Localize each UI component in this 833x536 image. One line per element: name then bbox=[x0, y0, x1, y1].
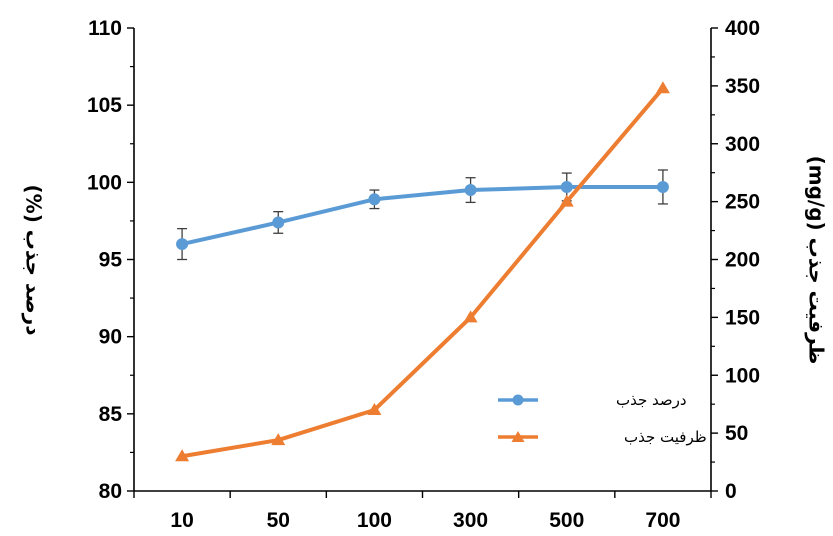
data-point bbox=[560, 180, 573, 193]
data-point bbox=[656, 180, 669, 193]
series-layer bbox=[175, 81, 670, 462]
data-point bbox=[175, 449, 190, 462]
right-tick-label: 400 bbox=[725, 17, 760, 40]
legend-marker-2 bbox=[511, 431, 525, 442]
x-tick-label: 10 bbox=[170, 509, 193, 532]
data-point bbox=[367, 402, 382, 415]
series-line-2 bbox=[181, 86, 665, 459]
right-axis-title: ظرفیت جذب (mg/g) bbox=[805, 156, 829, 365]
left-axis-title: درصد جذب (%) bbox=[22, 185, 46, 336]
left-tick-label: 90 bbox=[99, 326, 122, 349]
right-axis-ticks: 0 50 100 150 200 250 300 350 400 bbox=[711, 17, 760, 503]
legend-marker-1 bbox=[512, 394, 524, 406]
right-tick-label: 350 bbox=[725, 75, 760, 98]
right-tick-label: 300 bbox=[725, 133, 760, 156]
data-point bbox=[559, 194, 574, 207]
series-1 bbox=[176, 169, 669, 261]
left-tick-label: 95 bbox=[99, 249, 123, 272]
right-tick-label: 0 bbox=[725, 480, 737, 503]
plot-area bbox=[133, 28, 712, 492]
data-point bbox=[464, 184, 477, 197]
left-axis-title-group: درصد جذب (%) bbox=[22, 185, 46, 336]
right-tick-label: 200 bbox=[725, 249, 760, 272]
x-axis-ticks: 10 50 100 300 500 700 bbox=[133, 491, 712, 532]
data-point bbox=[655, 81, 670, 94]
x-tick-label: 50 bbox=[267, 509, 290, 532]
data-point bbox=[272, 216, 285, 229]
x-tick-label: 500 bbox=[549, 509, 584, 532]
left-tick-label: 110 bbox=[88, 17, 122, 40]
data-point bbox=[463, 310, 478, 323]
left-tick-label: 85 bbox=[99, 403, 123, 426]
left-tick-label: 100 bbox=[87, 171, 122, 194]
series-line-1 bbox=[181, 184, 663, 247]
legend: درصد جذب ظرفیت جذب bbox=[498, 391, 707, 446]
legend-entry-2: ظرفیت جذب bbox=[498, 428, 707, 446]
data-point bbox=[271, 433, 286, 446]
x-tick-label: 300 bbox=[453, 509, 488, 532]
left-tick-label: 80 bbox=[99, 480, 122, 503]
x-tick-label: 100 bbox=[357, 509, 392, 532]
right-tick-label: 250 bbox=[725, 191, 760, 214]
left-axis-ticks: 80 85 90 95 100 105 110 bbox=[87, 17, 134, 503]
series-2 bbox=[175, 81, 670, 462]
right-axis-title-group: ظرفیت جذب (mg/g) bbox=[805, 156, 829, 365]
x-tick-label: 700 bbox=[645, 509, 680, 532]
right-tick-label: 50 bbox=[725, 422, 748, 445]
legend-label-1: درصد جذب bbox=[616, 391, 687, 409]
legend-entry-1: درصد جذب bbox=[498, 391, 687, 409]
right-tick-label: 150 bbox=[725, 306, 760, 329]
right-tick-label: 100 bbox=[725, 364, 760, 387]
data-point bbox=[368, 193, 381, 206]
legend-label-2: ظرفیت جذب bbox=[624, 428, 707, 446]
data-point bbox=[176, 238, 189, 251]
left-tick-label: 105 bbox=[87, 94, 122, 117]
